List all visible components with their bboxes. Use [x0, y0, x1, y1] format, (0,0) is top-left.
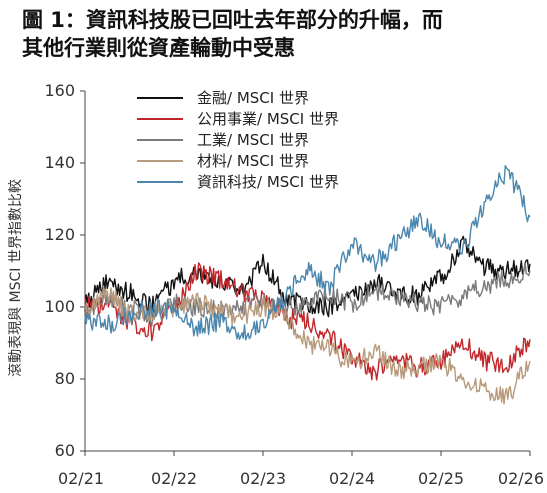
x-tick-label: 02/22 [151, 469, 197, 488]
y-tick-label: 100 [44, 297, 75, 316]
x-tick-label: 02/26 [498, 469, 544, 488]
y-tick-label: 120 [44, 225, 75, 244]
x-tick-label: 02/25 [418, 469, 464, 488]
x-tick-label: 02/21 [58, 469, 104, 488]
legend-label-1: 公用事業/ MSCI 世界 [197, 110, 339, 128]
x-tick-label: 02/24 [329, 469, 375, 488]
series-line-1 [84, 262, 531, 381]
chart-title-line1: 圖 1：資訊科技股已回吐去年部分的升幅，而 [22, 8, 443, 32]
legend-label-2: 工業/ MSCI 世界 [197, 131, 309, 149]
y-tick-label: 80 [55, 369, 75, 388]
y-axis-title: 滾動表現與 MSCI 世界指數比較 [8, 179, 24, 377]
legend-label-3: 材料/ MSCI 世界 [197, 152, 309, 170]
x-tick-label: 02/23 [240, 469, 286, 488]
series-line-3 [84, 285, 531, 405]
y-tick-label: 160 [44, 81, 75, 100]
legend-label-4: 資訊科技/ MSCI 世界 [197, 173, 339, 191]
chart-title-line2: 其他行業則從資產輪動中受惠 [22, 36, 295, 60]
legend-label-0: 金融/ MSCI 世界 [197, 89, 309, 107]
series-line-4 [84, 164, 531, 341]
y-tick-label: 60 [55, 441, 75, 460]
chart-title: 圖 1：資訊科技股已回吐去年部分的升幅，而 其他行業則從資產輪動中受惠 [22, 6, 542, 62]
y-tick-label: 140 [44, 153, 75, 172]
